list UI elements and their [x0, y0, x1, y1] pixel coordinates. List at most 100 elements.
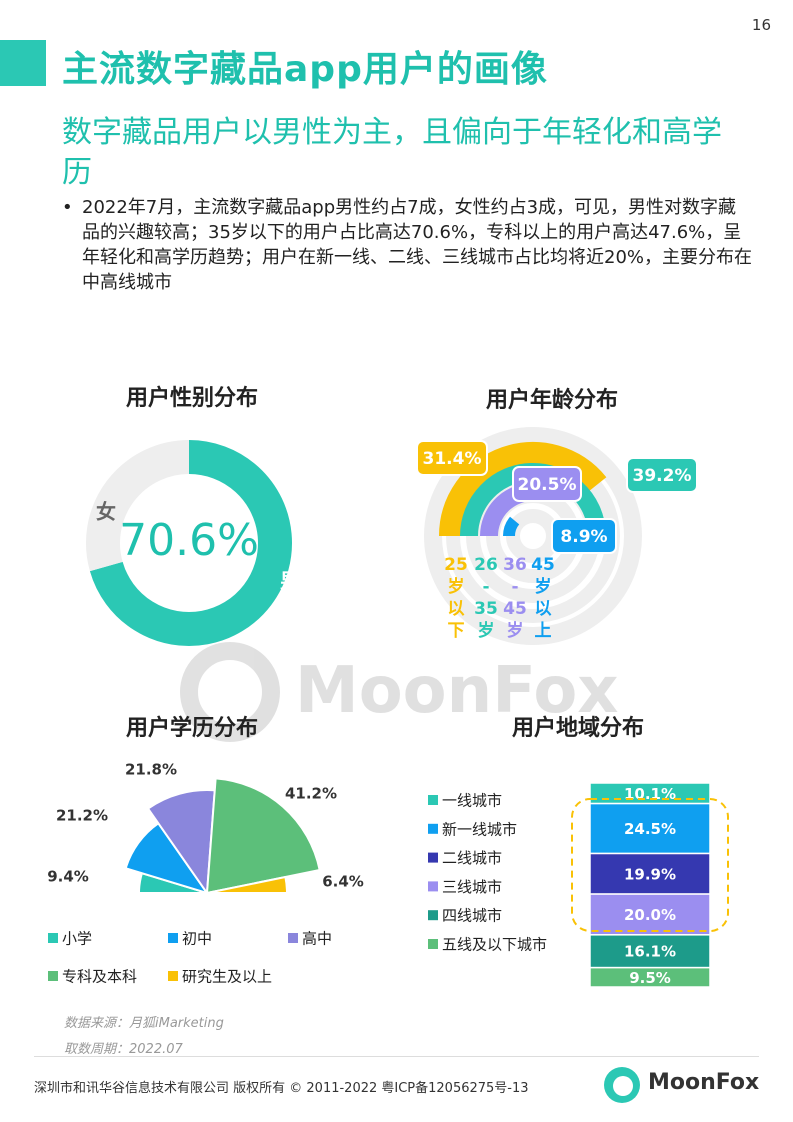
education-legend-item: 高中	[288, 930, 332, 948]
legend-label: 新一线城市	[442, 820, 517, 838]
age-label-2: 20.5%	[512, 466, 582, 502]
legend-swatch	[428, 852, 438, 863]
age-label-0: 31.4%	[416, 440, 488, 476]
region-value-label: 16.1%	[624, 943, 676, 961]
age-category-label: 岁	[535, 576, 552, 597]
education-chart-title: 用户学历分布	[126, 716, 259, 741]
age-label-2-text: 20.5%	[518, 475, 577, 495]
title-accent-bar	[0, 40, 46, 86]
legend-label: 四线城市	[442, 907, 502, 925]
education-legend-item: 小学	[48, 930, 92, 948]
legend-swatch	[48, 971, 58, 981]
data-source: 数据来源：月狐iMarketing	[64, 1016, 224, 1031]
page-title: 主流数字藏品app用户的画像	[62, 49, 548, 90]
gender-label-female: 女	[96, 500, 116, 524]
age-category-label: 以	[535, 599, 552, 619]
region-segment-1	[589, 802, 711, 855]
region-legend-item: 二线城市	[428, 849, 502, 867]
legend-swatch	[428, 939, 438, 949]
legend-label: 三线城市	[442, 878, 502, 896]
legend-swatch	[288, 933, 298, 943]
gender-label-male: 男	[280, 569, 300, 593]
age-label-3: 8.9%	[551, 518, 617, 554]
region-highlight-frame	[571, 798, 729, 932]
age-category-label: 岁	[448, 576, 465, 597]
age-chart-title: 用户年龄分布	[486, 388, 619, 413]
gender-segment-female	[86, 440, 190, 572]
region-value-label: 24.5%	[624, 820, 676, 838]
legend-swatch	[168, 933, 178, 943]
education-legend-item: 初中	[168, 930, 212, 948]
education-value-label: 21.2%	[56, 807, 108, 825]
education-legend-item: 专科及本科	[48, 968, 137, 986]
age-category-label: 岁	[478, 620, 495, 641]
region-value-label: 20.0%	[624, 906, 676, 924]
legend-swatch	[48, 933, 58, 943]
page-number: 16	[751, 16, 771, 34]
page-subtitle: 数字藏品用户以男性为主，且偏向于年轻化和高学历	[62, 115, 722, 190]
legend-swatch	[428, 910, 438, 921]
region-value-label: 9.5%	[629, 969, 671, 987]
age-category-label: 上	[535, 621, 552, 641]
summary-bullet: 2022年7月，主流数字藏品app男性约占7成，女性约占3成，可见，男性对数字藏…	[62, 195, 752, 295]
logo-text: MoonFox	[648, 1070, 760, 1095]
region-chart-title: 用户地域分布	[512, 716, 645, 741]
age-category-label: 45	[531, 555, 555, 575]
watermark: MoonFox	[180, 642, 620, 752]
education-legend-item: 研究生及以上	[168, 968, 272, 986]
region-legend-item: 三线城市	[428, 878, 502, 896]
legend-label: 研究生及以上	[182, 968, 272, 986]
moon-logo-icon	[604, 1067, 640, 1103]
legend-label: 一线城市	[442, 792, 502, 810]
legend-label: 高中	[302, 930, 332, 948]
moonfox-logo: MoonFox	[604, 1065, 764, 1107]
watermark-text: MoonFox	[295, 654, 619, 728]
education-value-label: 6.4%	[322, 873, 364, 891]
age-category-label: -	[511, 577, 518, 597]
age-category-label: 36	[503, 555, 527, 575]
age-category-label: 35	[474, 599, 498, 619]
age-label-1: 39.2%	[626, 457, 698, 493]
age-category-label: 25	[444, 555, 468, 575]
age-category-label: 以	[448, 599, 465, 619]
region-value-label: 10.1%	[624, 785, 676, 803]
region-legend-item: 五线及以下城市	[428, 936, 547, 954]
legend-label: 专科及本科	[62, 968, 137, 986]
age-label-0-text: 31.4%	[423, 449, 482, 469]
age-label-1-box	[626, 457, 698, 493]
education-value-label: 21.8%	[125, 761, 177, 779]
age-bar-0	[439, 442, 607, 537]
region-segment-5	[589, 966, 711, 988]
education-slice-3	[205, 777, 321, 895]
legend-swatch	[428, 823, 438, 834]
region-value-label: 19.9%	[624, 865, 676, 883]
region-legend-item: 新一线城市	[428, 820, 517, 838]
education-slice-2	[146, 789, 216, 896]
age-label-3-box	[551, 518, 617, 554]
age-label-0-box	[416, 440, 488, 476]
gender-center-value: 70.6%	[119, 515, 259, 566]
education-slice-4	[206, 875, 289, 894]
education-value-label: 9.4%	[47, 868, 89, 886]
legend-swatch	[428, 795, 438, 805]
legend-label: 小学	[62, 930, 92, 948]
legend-label: 初中	[182, 930, 212, 948]
age-bar-3	[503, 516, 520, 537]
region-legend-item: 四线城市	[428, 907, 502, 925]
age-label-3-text: 8.9%	[560, 527, 607, 547]
legend-swatch	[428, 881, 438, 892]
education-value-label: 41.2%	[285, 785, 337, 803]
age-category-label: 岁	[507, 620, 524, 641]
age-guide-ring	[506, 509, 560, 563]
age-category-label: 下	[448, 621, 465, 641]
age-guide-ring	[424, 427, 642, 645]
age-category-label: 26	[474, 555, 498, 575]
age-category-label: 45	[503, 599, 527, 619]
gender-segment-male	[89, 440, 292, 646]
data-period: 取数周期：2022.07	[64, 1042, 183, 1057]
footer-divider	[34, 1056, 759, 1057]
footer-copyright: 深圳市和讯华谷信息技术有限公司 版权所有 © 2011-2022 粤ICP备12…	[34, 1081, 529, 1096]
legend-label: 五线及以下城市	[442, 936, 547, 954]
gender-chart-title: 用户性别分布	[126, 386, 259, 411]
